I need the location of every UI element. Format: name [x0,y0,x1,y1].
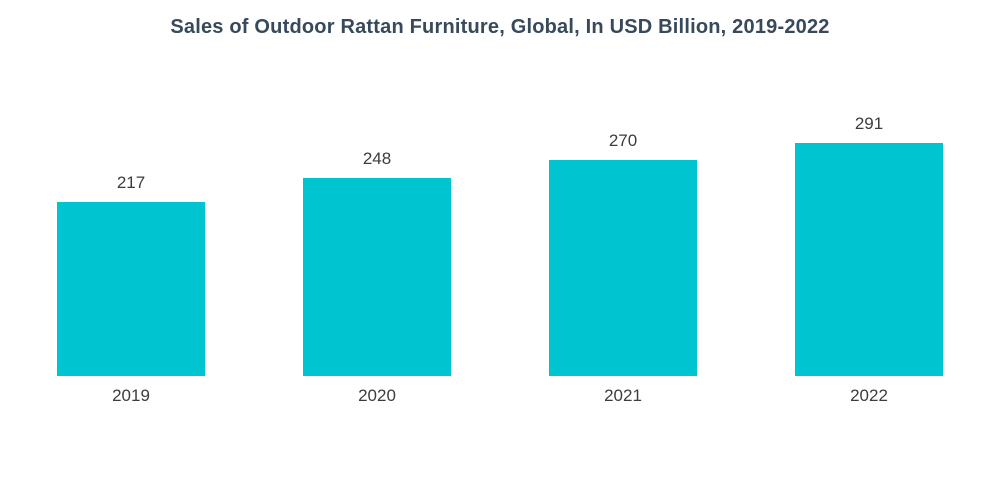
chart-title: Sales of Outdoor Rattan Furniture, Globa… [170,16,830,38]
bar-group-2019: 217 2019 [8,173,254,406]
bar-value-label: 291 [854,114,884,134]
bar-2021 [549,160,697,376]
bar-chart: 217 2019 248 2020 270 2021 291 2022 [0,114,1000,406]
category-label: 2021 [604,386,642,405]
category-label: 2022 [850,386,888,405]
bar-value-label: 248 [362,148,392,168]
bar-2022 [795,143,943,376]
bar-2020 [303,177,451,376]
bar-value-label: 217 [116,173,146,193]
bar-group-2020: 248 2020 [254,149,500,406]
bar-2019 [57,202,205,376]
bar-value-label: 270 [608,131,638,150]
category-label: 2020 [358,386,396,405]
bar-group-2021: 270 2021 [500,131,746,406]
bar-group-2022: 291 2022 [746,114,992,406]
category-label: 2019 [112,386,150,405]
